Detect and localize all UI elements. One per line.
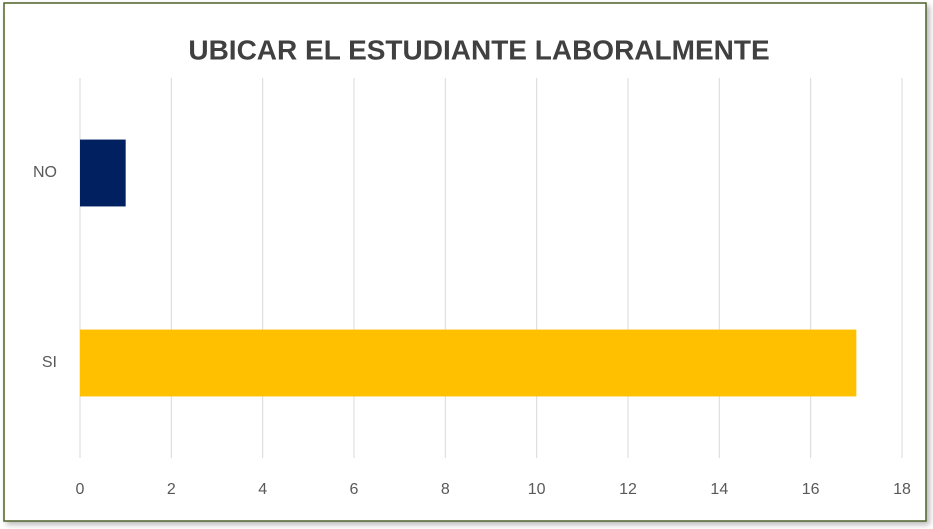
x-tick-label: 12 [619, 481, 637, 498]
chart-title: UBICAR EL ESTUDIANTE LABORALMENTE [188, 34, 769, 65]
x-tick-label: 4 [258, 481, 267, 498]
y-tick-label: SI [42, 354, 57, 371]
x-tick-label: 16 [802, 481, 820, 498]
bar [80, 329, 857, 397]
x-tick-label: 2 [167, 481, 176, 498]
x-tick-label: 18 [893, 481, 911, 498]
chart-frame [3, 2, 927, 522]
x-tick-label: 0 [76, 481, 85, 498]
y-tick-label: NO [33, 164, 57, 181]
x-tick-label: 14 [710, 481, 728, 498]
bar [80, 139, 126, 207]
x-tick-label: 8 [441, 481, 450, 498]
x-tick-label: 10 [528, 481, 546, 498]
x-tick-label: 6 [350, 481, 359, 498]
